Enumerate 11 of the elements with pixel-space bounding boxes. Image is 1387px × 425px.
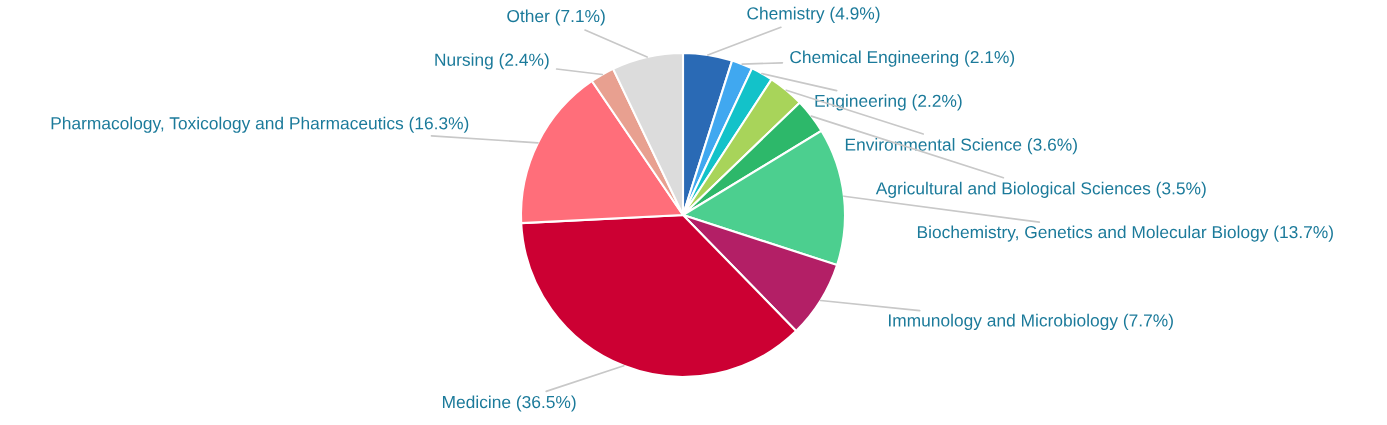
slice-label: Medicine (36.5%)	[442, 395, 576, 412]
slice-label: Chemical Engineering (2.1%)	[790, 50, 1015, 67]
slice-label: Chemistry (4.9%)	[747, 6, 880, 23]
slice-label: Other (7.1%)	[507, 9, 605, 26]
slice-label: Pharmacology, Toxicology and Pharmaceutics (16.3%)	[51, 116, 469, 133]
slice-label: Environmental Science (3.6%)	[845, 138, 1077, 155]
slice-label: Biochemistry, Genetics and Molecular Biology (13.7%)	[917, 225, 1333, 242]
slice-label: Agricultural and Biological Sciences (3.5%)	[875, 181, 1206, 198]
slice-label: Engineering (2.2%)	[815, 94, 962, 111]
slice-label: Immunology and Microbiology (7.7%)	[888, 313, 1173, 330]
slice-label: Nursing (2.4%)	[435, 53, 549, 70]
